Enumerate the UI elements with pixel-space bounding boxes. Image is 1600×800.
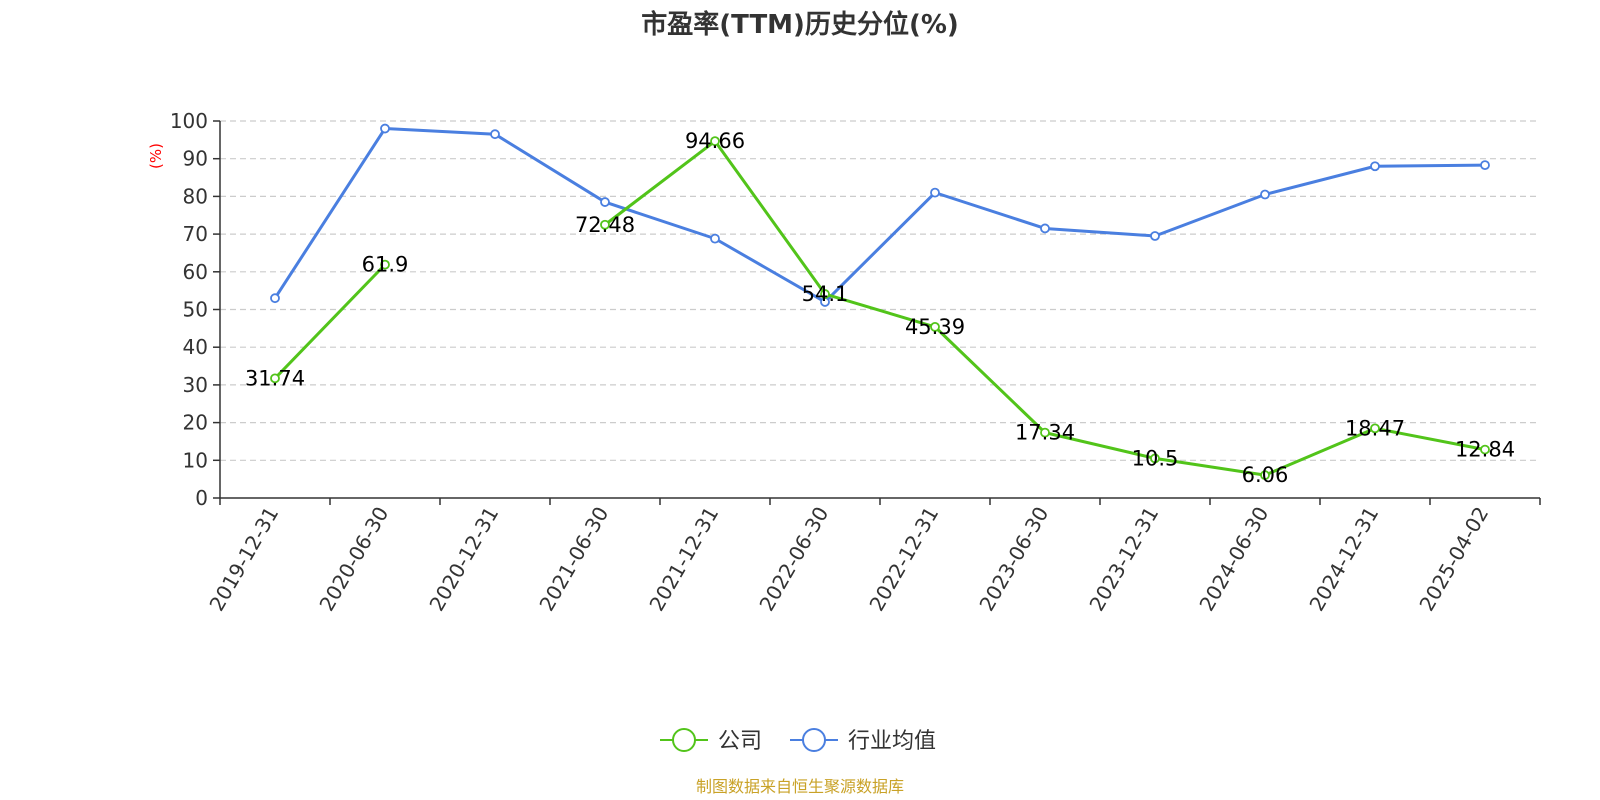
data-point[interactable]: [1040, 223, 1050, 234]
data-point[interactable]: [1040, 427, 1050, 438]
y-tick-label: 0: [195, 486, 208, 510]
y-tick-label: 10: [183, 448, 208, 472]
data-label: 6.06: [1242, 463, 1289, 487]
data-point[interactable]: [1260, 189, 1270, 200]
y-tick-label: 90: [183, 147, 208, 171]
y-tick-label: 50: [183, 298, 208, 322]
legend-circle-icon: [802, 728, 826, 752]
data-label: 54.1: [802, 282, 849, 306]
source-note: 制图数据来自恒生聚源数据库: [696, 777, 904, 796]
data-point[interactable]: [490, 129, 500, 140]
data-point[interactable]: [930, 187, 940, 198]
data-point[interactable]: [820, 289, 830, 299]
data-label: 94.66: [685, 129, 745, 153]
x-tick-label: 2025-04-02: [1414, 503, 1493, 616]
data-point[interactable]: [930, 321, 940, 332]
y-tick-label: 80: [183, 184, 208, 208]
y-tick-label: 20: [183, 411, 208, 435]
legend-label: 行业均值: [848, 729, 936, 754]
x-tick-label: 2021-06-30: [534, 503, 613, 616]
y-tick-label: 70: [183, 222, 208, 246]
data-point[interactable]: [1370, 423, 1380, 434]
data-label: 18.47: [1345, 416, 1405, 440]
legend-item[interactable]: 行业均值: [790, 728, 936, 754]
legend-item[interactable]: 公司: [660, 728, 762, 754]
data-point[interactable]: [600, 219, 610, 230]
data-point[interactable]: [710, 136, 720, 147]
x-tick-label: 2024-12-31: [1304, 503, 1383, 616]
chart-title: 市盈率(TTM)历史分位(%): [641, 9, 959, 40]
data-point[interactable]: [710, 233, 720, 244]
data-label: 72.48: [575, 213, 635, 237]
x-tick-label: 2022-12-31: [864, 503, 943, 616]
data-point[interactable]: [1480, 444, 1490, 455]
x-tick-label: 2019-12-31: [204, 503, 283, 616]
y-tick-label: 60: [183, 260, 208, 284]
data-point[interactable]: [1150, 453, 1160, 464]
legend-label: 公司: [718, 729, 762, 754]
data-point[interactable]: [1480, 160, 1490, 171]
data-label: 61.9: [362, 253, 409, 277]
data-label: 45.39: [905, 315, 965, 339]
data-labels: 31.74 61.9 72.48 94.66 54.1 45.39 17.34 10.5 6.0…: [245, 129, 1515, 487]
data-point[interactable]: [380, 259, 390, 270]
data-point[interactable]: [1150, 231, 1160, 241]
y-axis-label: (%): [147, 143, 165, 169]
y-tick-label: 40: [183, 335, 208, 359]
series-line: [273, 263, 387, 380]
data-label: 31.74: [245, 366, 305, 390]
x-tick-label: 2023-06-30: [974, 503, 1053, 616]
x-tick-label: 2023-12-31: [1084, 503, 1163, 616]
data-label: 17.34: [1015, 421, 1075, 445]
y-tick-label: 100: [170, 109, 208, 133]
x-tick-label: 2020-12-31: [424, 503, 503, 616]
data-point[interactable]: [600, 197, 610, 207]
x-tick-label: 2021-12-31: [644, 503, 723, 616]
series-layer: [270, 123, 1490, 481]
legend-circle-icon: [672, 728, 696, 752]
series-line: [273, 127, 1486, 304]
data-label: 12.84: [1455, 438, 1515, 462]
x-tick-label: 2024-06-30: [1194, 503, 1273, 616]
data-point[interactable]: [380, 123, 390, 134]
x-tick-label: 2022-06-30: [754, 503, 833, 616]
data-point[interactable]: [270, 293, 280, 304]
axes: 0 10 20 30 40 50 60 70 80 90 100 2019-12-31 2020-06-…: [170, 109, 1541, 616]
data-point[interactable]: [270, 373, 280, 384]
x-tick-label: 2020-06-30: [314, 503, 393, 616]
legend[interactable]: 公司 行业均值: [660, 728, 936, 754]
data-label: 10.5: [1132, 446, 1179, 470]
grid: [220, 120, 1540, 461]
data-point[interactable]: [1370, 161, 1380, 172]
data-point[interactable]: [1260, 470, 1270, 481]
y-tick-label: 30: [183, 373, 208, 397]
